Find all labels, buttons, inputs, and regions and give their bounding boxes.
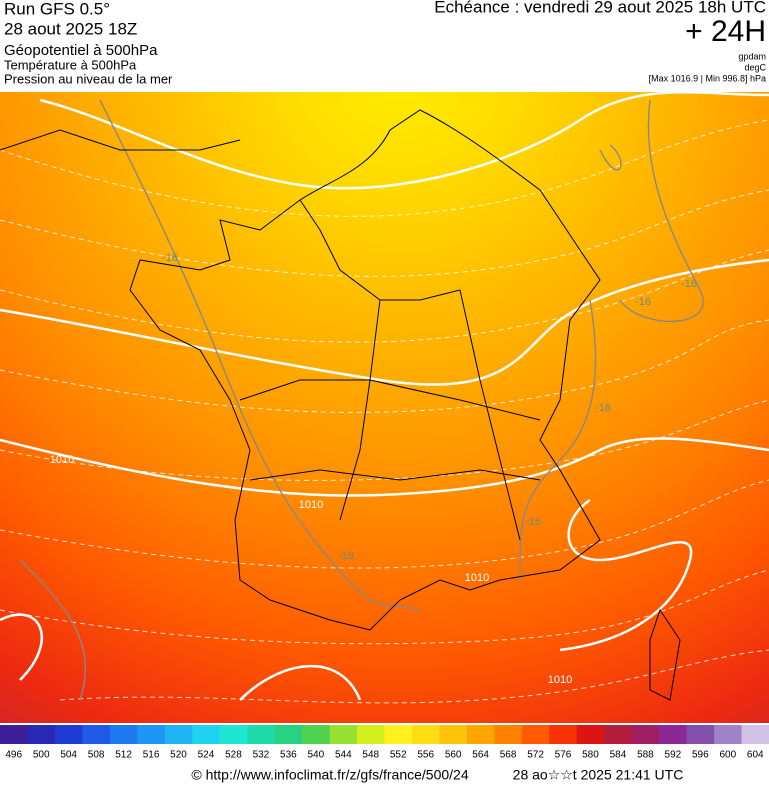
colorbar-label: 580 — [582, 750, 599, 761]
colorbar-swatch — [192, 725, 221, 744]
colorbar-swatch — [631, 725, 660, 744]
unit-gpdam: gpdam — [738, 51, 766, 61]
colorbar-swatch — [494, 725, 523, 744]
run-date: 28 aout 2025 18Z — [4, 19, 137, 38]
colorbar-label: 520 — [170, 750, 187, 761]
temperature-contours — [0, 119, 769, 704]
unit-degc: degC — [744, 62, 766, 72]
colorbar-label: 588 — [637, 750, 654, 761]
colorbar-swatch — [274, 725, 303, 744]
colorbar-swatch — [604, 725, 633, 744]
colorbar-label: 584 — [610, 750, 627, 761]
colorbar-swatch — [27, 725, 56, 744]
layer-1: Géopotentiel à 500hPa — [4, 42, 158, 59]
forecast-time: Echéance : vendredi 29 aout 2025 18h UTC — [434, 0, 766, 16]
colorbar-swatch — [54, 725, 83, 744]
colorbar-label: 564 — [472, 750, 489, 761]
colorbar-swatch — [82, 725, 111, 744]
colorbar-swatch — [357, 725, 385, 744]
colorbar-swatch — [549, 725, 578, 744]
colorbar-label: 496 — [5, 750, 22, 761]
colorbar-swatch — [0, 725, 28, 744]
colorbar-swatch — [302, 725, 331, 744]
colorbar-swatch — [439, 725, 468, 744]
colorbar-label: 552 — [390, 750, 407, 761]
layer-2: Température à 500hPa — [4, 57, 137, 72]
colorbar-label: 548 — [362, 750, 379, 761]
colorbar-swatch — [384, 725, 413, 744]
isobar-label: 1010 — [548, 674, 572, 686]
colorbar-swatch — [576, 725, 605, 744]
colorbar-swatch — [164, 725, 193, 744]
run-label: Run GFS 0.5° — [4, 0, 110, 18]
source-url: © http://www.infoclimat.fr/z/gfs/france/… — [191, 767, 468, 783]
colorbar-label: 524 — [198, 750, 215, 761]
isotherm-label: -16 — [525, 516, 541, 528]
colorbar-label: 600 — [719, 750, 736, 761]
colorbar-swatch — [329, 725, 358, 744]
colorbar-label: 504 — [60, 750, 77, 761]
colorbar-swatch — [521, 725, 550, 744]
colorbar-swatch — [219, 725, 248, 744]
colorbar-label: 572 — [527, 750, 544, 761]
colorbar-swatch — [137, 725, 166, 744]
colorbar-label: 532 — [253, 750, 270, 761]
geopotential-contours — [0, 91, 769, 701]
isotherm-label: -16 — [595, 402, 611, 414]
colorbar-swatch — [109, 725, 138, 744]
colorbar-label: 500 — [33, 750, 50, 761]
colorbar-label: 560 — [445, 750, 462, 761]
colorbar-label: 536 — [280, 750, 297, 761]
colorbar-label: 516 — [143, 750, 160, 761]
colorbar-label: 596 — [692, 750, 709, 761]
colorbar-label: 576 — [555, 750, 572, 761]
colorbar-swatch — [686, 725, 715, 744]
pressure-range: [Max 1016.9 | Min 996.8] hPa — [649, 73, 766, 83]
colorbar-swatch — [411, 725, 440, 744]
colorbar-label: 508 — [88, 750, 105, 761]
isotherm-lines — [19, 99, 704, 701]
colorbar-swatch — [247, 725, 276, 744]
colorbar-label: 592 — [665, 750, 682, 761]
colorbar-label: 604 — [747, 750, 764, 761]
colorbar-label: 544 — [335, 750, 352, 761]
isobar-label: 1010 — [299, 499, 323, 511]
colorbar-label: 512 — [115, 750, 132, 761]
isobar-label: 1010 — [50, 454, 74, 466]
colorbar-swatch — [741, 725, 769, 744]
colorbar-swatch — [714, 725, 743, 744]
map-background — [0, 92, 769, 723]
coastlines — [0, 109, 681, 701]
isotherm-label: -16 — [681, 278, 697, 290]
colorbar-label: 568 — [500, 750, 517, 761]
colorbar-swatch — [466, 725, 495, 744]
forecast-range: + 24H — [685, 15, 766, 48]
colorbar-swatch — [659, 725, 688, 744]
isotherm-label: -16 — [338, 550, 354, 562]
colorbar-label: 528 — [225, 750, 242, 761]
layer-3: Pression au niveau de la mer — [4, 71, 173, 86]
timestamp: 28 ao☆☆t 2025 21:41 UTC — [513, 767, 684, 783]
isobar-label: 1010 — [465, 572, 489, 584]
isotherm-label: -16 — [162, 252, 178, 264]
isotherm-label: -16 — [635, 296, 651, 308]
colorbar-label: 556 — [417, 750, 434, 761]
colorbar-label: 540 — [307, 750, 324, 761]
